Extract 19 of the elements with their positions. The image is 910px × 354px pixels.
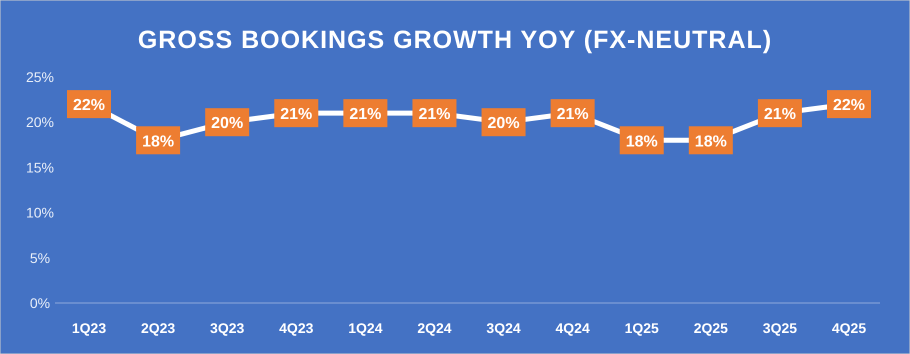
x-tick-label: 2Q24 [417,320,452,336]
y-tick-label: 5% [30,250,50,266]
y-tick-label: 20% [26,114,54,130]
y-tick-label: 25% [26,69,54,85]
x-tick-label: 2Q25 [694,320,728,336]
x-tick-label: 1Q24 [348,320,383,336]
x-tick-label: 1Q23 [72,320,106,336]
y-tick-label: 0% [30,295,50,311]
x-tick-label: 4Q23 [279,320,314,336]
x-tick-label: 1Q25 [624,320,660,336]
chart-title: GROSS BOOKINGS GROWTH YOY (FX-NEUTRAL) [138,26,772,54]
x-tick-label: 4Q24 [556,320,590,336]
x-tick-label: 3Q25 [762,320,798,336]
x-tick-label: 4Q25 [832,320,866,336]
x-tick-label: 2Q23 [140,320,176,336]
y-tick-label: 15% [26,159,54,176]
x-tick-label: 3Q23 [210,320,245,336]
y-tick-label: 10% [26,204,54,221]
x-tick-label: 3Q24 [486,320,521,336]
